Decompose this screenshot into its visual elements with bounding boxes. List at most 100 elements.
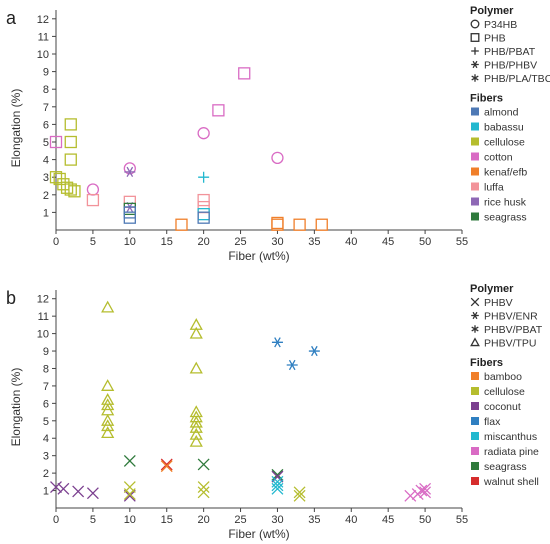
data-point (123, 489, 136, 502)
y-tick-label: 5 (43, 137, 49, 149)
x-axis-label: Fiber (wt%) (228, 527, 289, 541)
data-point (293, 486, 306, 499)
legend-swatch-fiber (471, 152, 479, 161)
data-point (271, 479, 284, 492)
data-points (50, 300, 432, 502)
legend-swatch-fiber (471, 462, 479, 470)
data-point (123, 488, 136, 501)
data-point (212, 104, 225, 117)
data-point (101, 379, 115, 391)
legend-entry-polymer: PHB/PLA/TBC (484, 73, 550, 85)
x-tick-label: 40 (345, 514, 357, 526)
legend-entry-polymer: PHB/PBAT (484, 46, 536, 58)
legend-swatch-fiber (471, 182, 479, 191)
legend-entry-polymer: PHBV/ENR (484, 311, 538, 323)
data-point (64, 135, 77, 149)
data-point (238, 67, 251, 80)
data-point (64, 183, 77, 196)
chart-panel-b: 0 5 10 15 20 25 30 35 40 45 50 55123456789101112Fib… (9, 283, 543, 541)
legend-swatch-fiber (471, 372, 479, 380)
legend-marker-polymer (470, 19, 480, 29)
data-point (86, 487, 99, 500)
data-point (197, 458, 210, 471)
data-point (49, 135, 63, 149)
legend-entry-fiber: cotton (484, 152, 513, 164)
y-axis-label: Elongation (%) (9, 368, 23, 447)
legend-marker-polymer (471, 311, 479, 320)
x-tick-label: 30 (271, 514, 283, 526)
legend-entry-polymer: PHBV/TPU (484, 338, 537, 350)
y-tick-label: 6 (43, 398, 49, 410)
chart-panel-a: 0 5 10 15 20 25 30 35 40 45 50 55123456789101112Fib… (9, 5, 550, 263)
legend-entry-polymer: P34HB (484, 19, 517, 31)
legend-entry-polymer: PHBV (484, 297, 513, 309)
data-point (123, 162, 136, 175)
y-tick-label: 6 (43, 119, 49, 131)
panel-label-a: a (6, 8, 17, 28)
legend-entry-fiber: flax (484, 416, 501, 428)
data-point (189, 415, 203, 428)
x-tick-label: 50 (419, 514, 431, 526)
x-tick-label: 0 (53, 236, 59, 248)
data-point (123, 211, 136, 224)
data-point (415, 484, 428, 497)
data-point (57, 482, 70, 495)
legend-entry-fiber: luffa (484, 182, 504, 194)
legend-entry-fiber: cellulose (484, 137, 525, 149)
legend-swatch-fiber (471, 402, 479, 410)
x-tick-label: 20 (198, 236, 210, 248)
legend-title-polymer: Polymer (470, 283, 514, 295)
legend-swatch-fiber (471, 477, 479, 485)
data-point (271, 337, 283, 348)
y-tick-label: 10 (37, 329, 49, 341)
y-tick-label: 2 (43, 468, 49, 480)
x-tick-label: 45 (382, 236, 394, 248)
panel-label-b: b (6, 288, 16, 308)
y-tick-label: 1 (43, 207, 49, 219)
data-point (197, 193, 210, 207)
legend-entry-polymer: PHBV/PBAT (484, 324, 543, 336)
data-point (124, 166, 136, 178)
legend-entry-fiber: seagrass (484, 212, 527, 224)
legend-entry-polymer: PHB/PHBV (484, 60, 537, 72)
data-point (189, 420, 203, 433)
y-tick-label: 9 (43, 346, 49, 358)
legend-title-fibers: Fibers (470, 93, 503, 105)
data-point (189, 434, 203, 447)
data-point (64, 153, 77, 166)
y-tick-label: 7 (43, 102, 49, 114)
x-tick-label: 10 (124, 514, 136, 526)
x-tick-label: 25 (234, 514, 246, 526)
x-tick-label: 10 (124, 236, 136, 248)
legend-swatch-fiber (471, 137, 479, 146)
y-tick-label: 9 (43, 67, 49, 79)
x-tick-label: 15 (161, 236, 173, 248)
y-tick-label: 3 (43, 451, 49, 463)
data-point (160, 460, 173, 473)
data-point (271, 218, 284, 231)
data-point (315, 218, 328, 231)
legend-marker-polymer (471, 60, 479, 69)
x-axis-label: Fiber (wt%) (228, 249, 289, 263)
data-point (189, 361, 203, 374)
data-point (189, 427, 203, 440)
x-tick-label: 20 (198, 514, 210, 526)
x-tick-label: 0 (53, 514, 59, 526)
legend-marker-polymer (471, 47, 479, 55)
legend-entry-fiber: rice husk (484, 197, 527, 209)
legend-entry-fiber: babassu (484, 122, 524, 134)
data-point (293, 489, 306, 502)
legend-entry-fiber: seagrass (484, 461, 527, 473)
x-tick-label: 55 (456, 236, 468, 248)
legend-entry-fiber: cellulose (484, 386, 525, 398)
legend-marker-polymer (470, 297, 480, 307)
data-point (404, 489, 417, 502)
y-tick-label: 8 (43, 363, 49, 375)
x-tick-label: 30 (271, 236, 283, 248)
legend-entry-polymer: PHB (484, 33, 506, 45)
data-point (197, 127, 210, 140)
legend-marker-polymer (471, 325, 479, 333)
x-tick-label: 40 (345, 236, 357, 248)
data-point (197, 208, 210, 221)
